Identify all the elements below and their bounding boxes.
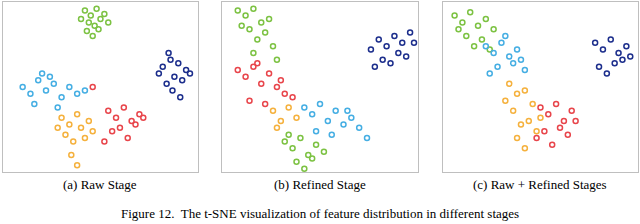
svg-text:(b) Refined Stage: (b) Refined Stage	[274, 177, 366, 192]
svg-text:Figure 12. The t-SNE visualiz: Figure 12. The t-SNE visualization of fe…	[121, 206, 519, 221]
svg-text:(a) Raw Stage: (a) Raw Stage	[63, 177, 137, 192]
svg-text:(c) Raw + Refined Stages: (c) Raw + Refined Stages	[473, 177, 607, 192]
